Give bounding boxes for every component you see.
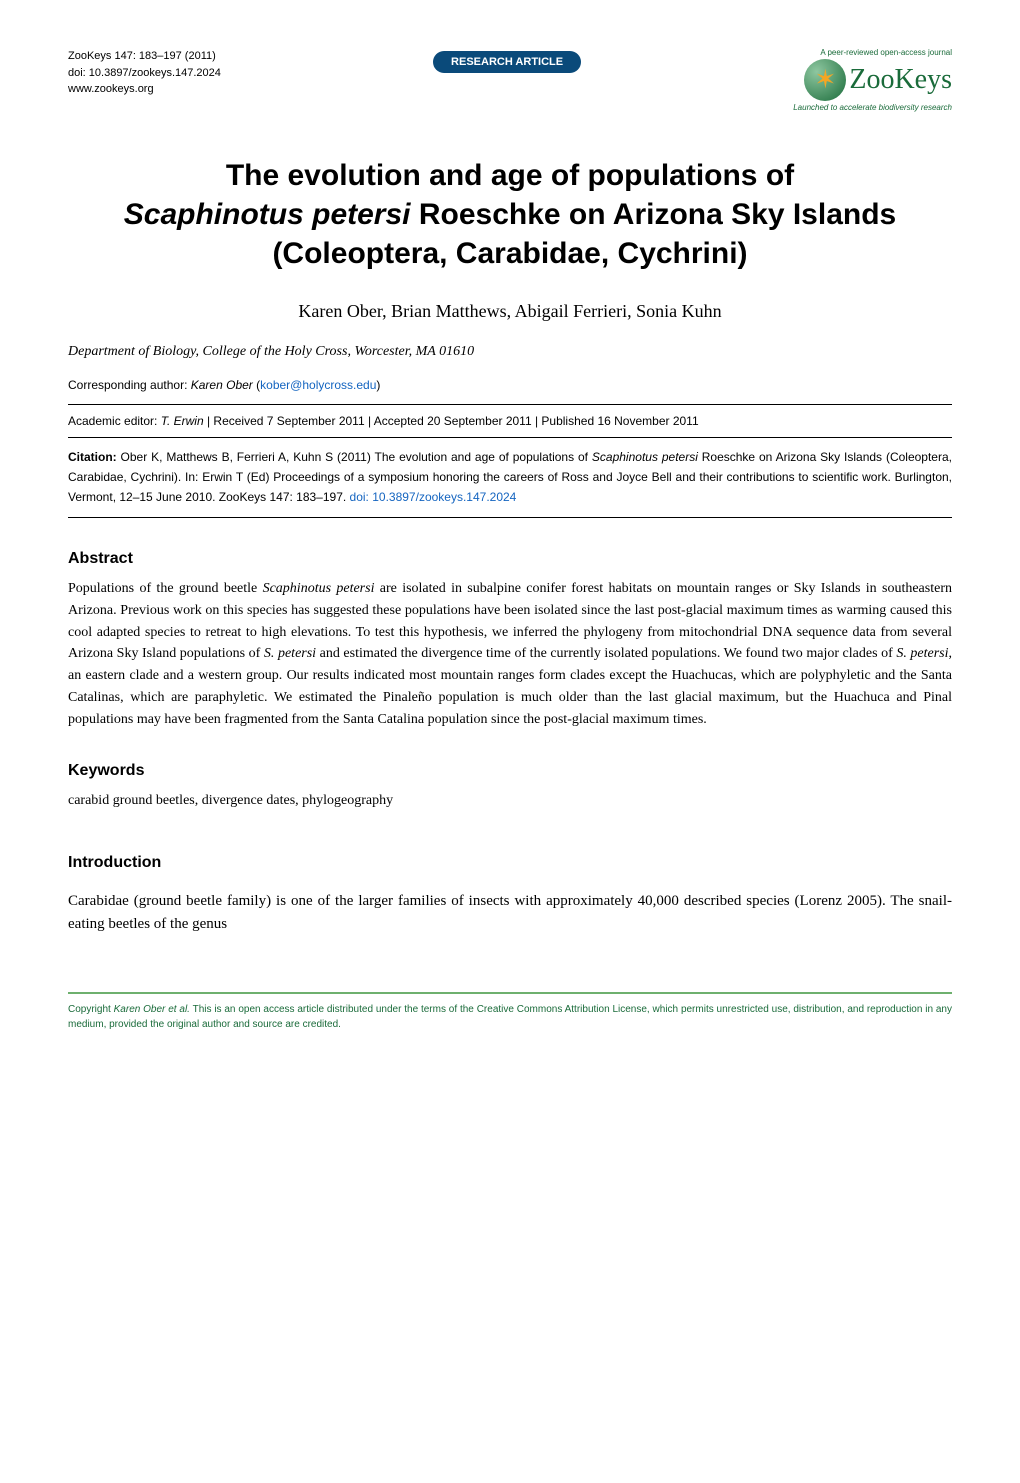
citation-block: Citation: Ober K, Matthews B, Ferrieri A… — [68, 438, 952, 517]
logo-star-glyph: ✶ — [814, 65, 836, 95]
affiliation: Department of Biology, College of the Ho… — [68, 344, 952, 360]
editorial-history: Academic editor: T. Erwin | Received 7 S… — [68, 405, 952, 437]
citation-body-1: Ober K, Matthews B, Ferrieri A, Kuhn S (… — [117, 450, 592, 464]
copyright-body: This is an open access article distribut… — [68, 1004, 952, 1030]
logo-swirl-icon: ✶ — [804, 59, 846, 101]
abstract-body: Populations of the ground beetle Scaphin… — [68, 578, 952, 730]
abstract-text-1: Populations of the ground beetle — [68, 581, 263, 596]
logo-tagline-bottom: Launched to accelerate biodiversity rese… — [793, 103, 952, 112]
abstract-text-3: and estimated the divergence time of the… — [316, 646, 896, 661]
keywords-heading: Keywords — [68, 762, 952, 780]
title-species-italic: Scaphinotus petersi — [124, 198, 411, 231]
authors-list: Karen Ober, Brian Matthews, Abigail Ferr… — [68, 301, 952, 322]
article-title: The evolution and age of populations of … — [68, 156, 952, 273]
abstract-species-3: S. petersi — [896, 646, 948, 661]
journal-url[interactable]: www.zookeys.org — [68, 81, 221, 98]
copyright-notice: Copyright Karen Ober et al. This is an o… — [68, 1002, 952, 1032]
copyright-prefix: Copyright — [68, 1004, 114, 1015]
abstract-heading: Abstract — [68, 550, 952, 568]
article-type-badge: RESEARCH ARTICLE — [433, 51, 581, 73]
editor-prefix: Academic editor: — [68, 414, 161, 428]
citation-label: Citation: — [68, 450, 117, 464]
title-line-2-suffix: Roeschke on Arizona Sky Islands — [411, 198, 897, 231]
page-header: ZooKeys 147: 183–197 (2011) doi: 10.3897… — [68, 48, 952, 112]
corresponding-email-link[interactable]: kober@holycross.edu — [260, 378, 376, 392]
introduction-body: Carabidae (ground beetle family) is one … — [68, 890, 952, 937]
divider-rule — [68, 517, 952, 518]
header-logo-block: A peer-reviewed open-access journal ✶ Zo… — [793, 48, 952, 112]
corresponding-author: Corresponding author: Karen Ober (kober@… — [68, 378, 952, 392]
introduction-heading: Introduction — [68, 854, 952, 872]
editorial-dates: | Received 7 September 2011 | Accepted 2… — [204, 414, 699, 428]
corresponding-close-paren: ) — [376, 378, 380, 392]
logo-main: ✶ ZooKeys — [804, 59, 952, 101]
keywords-body: carabid ground beetles, divergence dates… — [68, 790, 952, 812]
header-meta: ZooKeys 147: 183–197 (2011) doi: 10.3897… — [68, 48, 221, 98]
editor-name: T. Erwin — [161, 414, 204, 428]
logo-tagline-top: A peer-reviewed open-access journal — [820, 48, 952, 57]
citation-species-italic: Scaphinotus petersi — [592, 450, 698, 464]
corresponding-prefix: Corresponding author: — [68, 378, 191, 392]
copyright-divider — [68, 992, 952, 994]
abstract-species-2: S. petersi — [264, 646, 316, 661]
title-line-3: (Coleoptera, Carabidae, Cychrini) — [272, 237, 747, 270]
citation-doi-link[interactable]: doi: 10.3897/zookeys.147.2024 — [350, 490, 517, 504]
corresponding-name: Karen Ober — [191, 378, 253, 392]
logo-wordmark: ZooKeys — [849, 64, 952, 96]
doi-line: doi: 10.3897/zookeys.147.2024 — [68, 65, 221, 82]
title-line-1: The evolution and age of populations of — [226, 159, 794, 192]
zookeys-logo: A peer-reviewed open-access journal ✶ Zo… — [793, 48, 952, 112]
abstract-species-1: Scaphinotus petersi — [263, 581, 375, 596]
journal-citation-line: ZooKeys 147: 183–197 (2011) — [68, 48, 221, 65]
copyright-holder: Karen Ober et al. — [114, 1004, 190, 1015]
